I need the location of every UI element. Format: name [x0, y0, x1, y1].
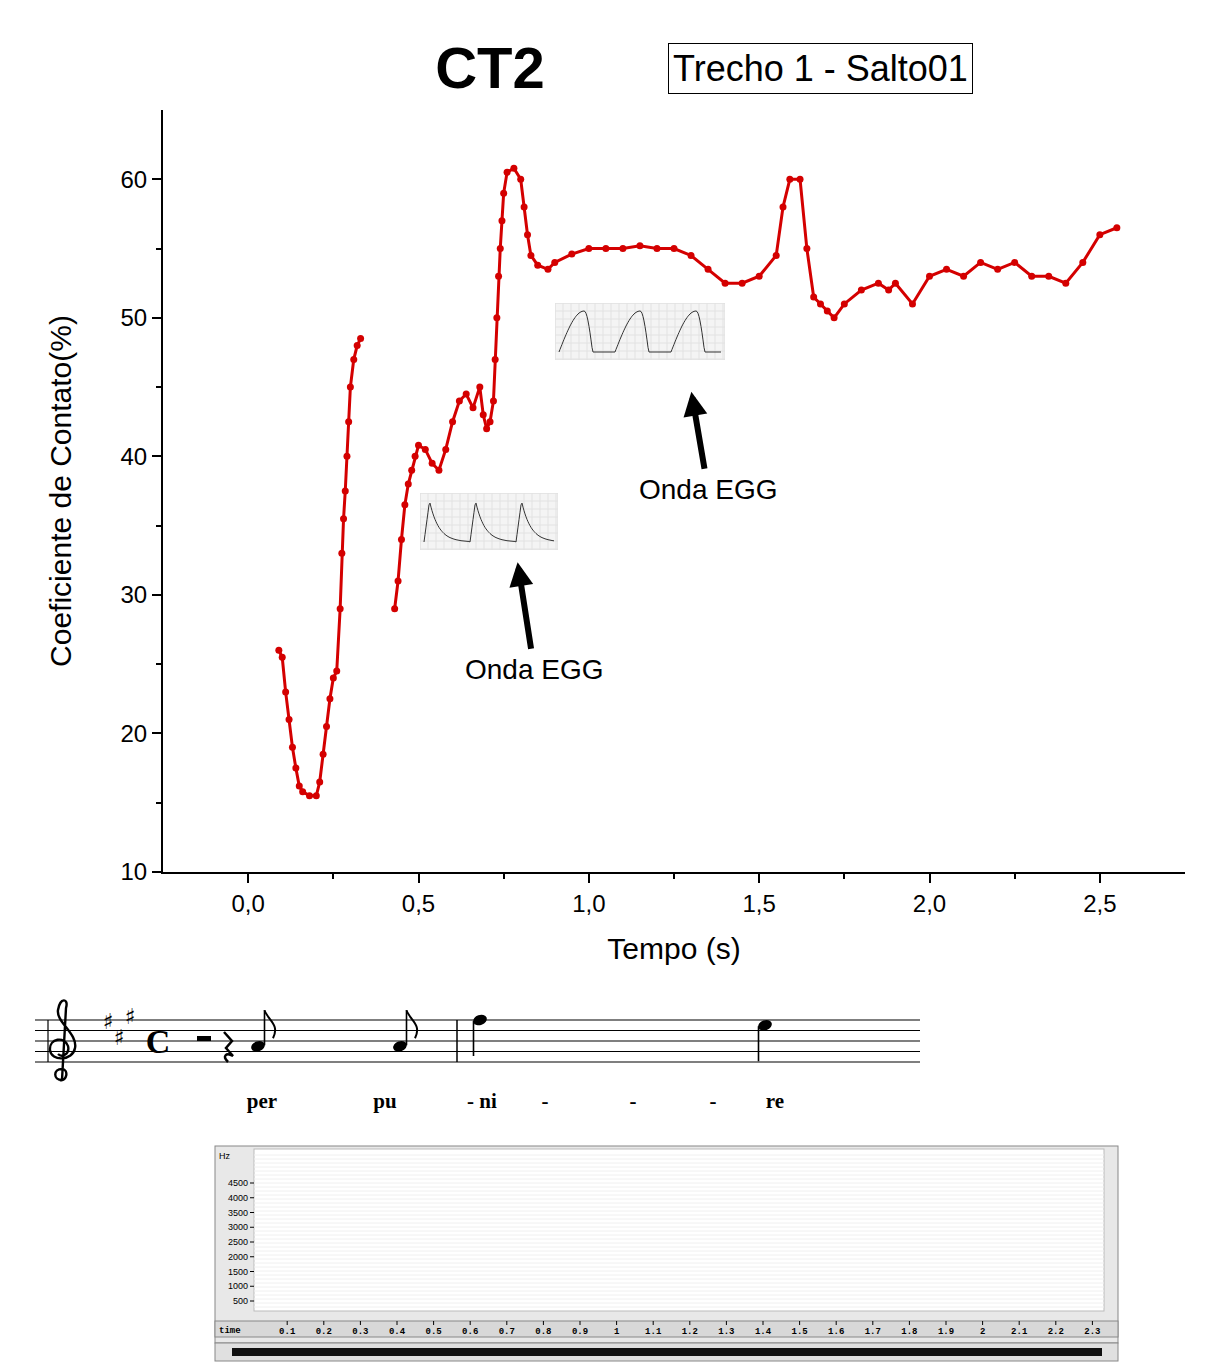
- svg-text:60: 60: [120, 166, 147, 193]
- svg-text:per: per: [247, 1089, 277, 1113]
- svg-text:-: -: [542, 1089, 549, 1113]
- svg-text:time: time: [219, 1326, 241, 1336]
- svg-text:2500: 2500: [228, 1237, 248, 1247]
- svg-text:1500: 1500: [228, 1267, 248, 1277]
- svg-text:0.4: 0.4: [389, 1327, 406, 1337]
- svg-text:20: 20: [120, 720, 147, 747]
- svg-text:1: 1: [614, 1327, 620, 1337]
- svg-text:CT2: CT2: [435, 35, 545, 100]
- svg-text:1,0: 1,0: [572, 890, 605, 917]
- svg-text:Tempo (s): Tempo (s): [607, 932, 740, 965]
- svg-text:0.1: 0.1: [279, 1327, 296, 1337]
- svg-text:1.7: 1.7: [865, 1327, 881, 1337]
- svg-text:50: 50: [120, 304, 147, 331]
- svg-text:0,0: 0,0: [231, 890, 264, 917]
- svg-text:0.5: 0.5: [425, 1327, 441, 1337]
- svg-text:0.7: 0.7: [499, 1327, 515, 1337]
- svg-text:1,5: 1,5: [742, 890, 775, 917]
- svg-text:1.5: 1.5: [791, 1327, 807, 1337]
- svg-text:1.9: 1.9: [938, 1327, 954, 1337]
- svg-text:30: 30: [120, 581, 147, 608]
- svg-text:1.8: 1.8: [901, 1327, 917, 1337]
- svg-text:- ni: - ni: [467, 1089, 497, 1113]
- svg-text:0.9: 0.9: [572, 1327, 588, 1337]
- svg-text:0,5: 0,5: [402, 890, 435, 917]
- svg-text:2.2: 2.2: [1048, 1327, 1064, 1337]
- svg-text:1000: 1000: [228, 1281, 248, 1291]
- svg-text:4000: 4000: [228, 1193, 248, 1203]
- svg-text:500: 500: [233, 1296, 248, 1306]
- svg-text:♯: ♯: [103, 1009, 114, 1034]
- svg-text:40: 40: [120, 443, 147, 470]
- svg-text:♯: ♯: [125, 1004, 136, 1029]
- svg-text:-: -: [630, 1089, 637, 1113]
- svg-text:Onda EGG: Onda EGG: [465, 654, 604, 685]
- svg-text:10: 10: [120, 858, 147, 885]
- svg-text:pu: pu: [373, 1089, 397, 1113]
- svg-text:-: -: [710, 1089, 717, 1113]
- svg-text:C: C: [146, 1023, 171, 1060]
- svg-text:Hz: Hz: [219, 1151, 230, 1161]
- svg-text:0.6: 0.6: [462, 1327, 478, 1337]
- svg-text:1.1: 1.1: [645, 1327, 662, 1337]
- svg-text:Onda EGG: Onda EGG: [639, 474, 778, 505]
- svg-text:0.2: 0.2: [316, 1327, 332, 1337]
- svg-text:re: re: [766, 1089, 784, 1113]
- svg-text:1.4: 1.4: [755, 1327, 772, 1337]
- svg-text:1.2: 1.2: [682, 1327, 698, 1337]
- svg-text:♯: ♯: [114, 1025, 125, 1050]
- svg-text:3000: 3000: [228, 1222, 248, 1232]
- svg-text:0.8: 0.8: [535, 1327, 551, 1337]
- svg-text:Trecho 1 - Salto01: Trecho 1 - Salto01: [673, 48, 968, 89]
- svg-text:2.3: 2.3: [1084, 1327, 1100, 1337]
- svg-text:2000: 2000: [228, 1252, 248, 1262]
- svg-text:1.3: 1.3: [718, 1327, 734, 1337]
- svg-text:3500: 3500: [228, 1208, 248, 1218]
- svg-text:2,5: 2,5: [1083, 890, 1116, 917]
- svg-text:2: 2: [980, 1327, 985, 1337]
- svg-text:1.6: 1.6: [828, 1327, 844, 1337]
- svg-text:2.1: 2.1: [1011, 1327, 1028, 1337]
- svg-text:4500: 4500: [228, 1178, 248, 1188]
- svg-text:2,0: 2,0: [913, 890, 946, 917]
- svg-text:Coeficiente de Contato(%): Coeficiente de Contato(%): [44, 315, 77, 667]
- svg-text:0.3: 0.3: [352, 1327, 368, 1337]
